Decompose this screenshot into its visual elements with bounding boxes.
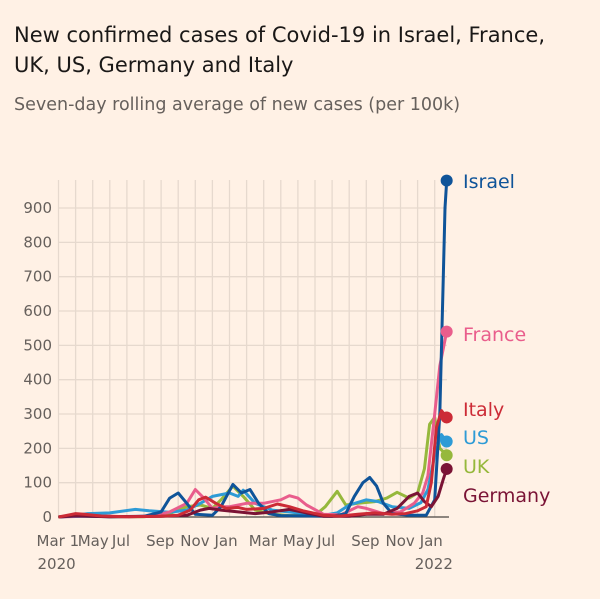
y-tick-label: 900 [23, 199, 52, 217]
series-label-israel: Israel [463, 171, 515, 193]
end-dot-israel [440, 174, 453, 187]
x-tick-label: May [283, 532, 314, 550]
x-tick-label: Nov [386, 532, 415, 550]
x-year-label: 2022 [415, 555, 453, 573]
x-tick-label: Sep [351, 532, 379, 550]
x-tick-label: Jul [111, 532, 130, 550]
series-label-us: US [463, 427, 489, 449]
x-tick-label: May [78, 532, 109, 550]
x-tick-label: Sep [146, 532, 174, 550]
x-tick-label: Mar 1 [37, 532, 80, 550]
y-tick-label: 500 [23, 336, 52, 354]
chart-title: New confirmed cases of Covid-19 in Israe… [14, 23, 546, 77]
y-tick-label: 300 [23, 405, 52, 423]
x-tick-label: Jan [214, 532, 238, 550]
end-dot-uk [440, 449, 453, 462]
chart-subtitle: Seven-day rolling average of new cases (… [14, 95, 461, 115]
y-tick-label: 700 [23, 268, 52, 286]
y-tick-label: 800 [23, 233, 52, 251]
x-tick-label: Jul [316, 532, 335, 550]
y-tick-label: 0 [42, 508, 52, 526]
series-line-france [58, 331, 449, 519]
y-tick-label: 200 [23, 439, 52, 457]
series-label-france: France [463, 324, 526, 346]
y-tick-label: 400 [23, 371, 52, 389]
series-line-israel [58, 180, 449, 519]
y-tick-label: 600 [23, 302, 52, 320]
end-dot-us [440, 435, 453, 448]
x-year-label: 2020 [38, 555, 76, 573]
series-line-italy [58, 409, 448, 519]
series-label-germany: Germany [463, 485, 550, 507]
y-tick-label: 100 [23, 474, 52, 492]
series-label-uk: UK [463, 456, 490, 478]
end-dot-germany [440, 462, 453, 475]
series-label-italy: Italy [463, 399, 504, 421]
end-dot-france [440, 325, 453, 338]
end-dot-italy [440, 411, 453, 424]
x-tick-label: Jan [419, 532, 443, 550]
x-tick-label: Nov [180, 532, 209, 550]
x-tick-label: Mar [249, 532, 278, 550]
